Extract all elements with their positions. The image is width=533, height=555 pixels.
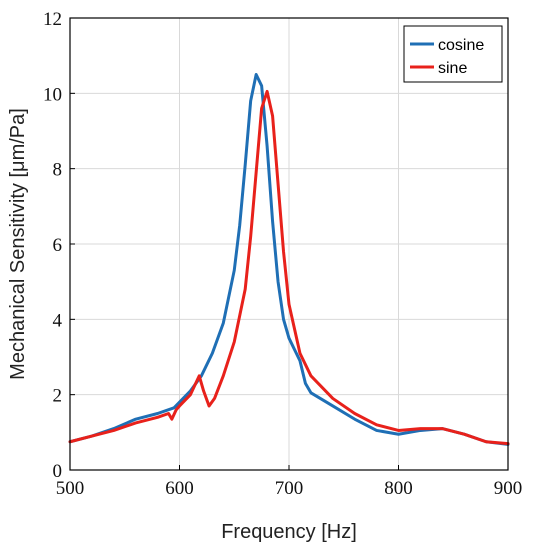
x-tick-label: 700 — [275, 478, 304, 499]
y-tick-label: 2 — [53, 386, 63, 407]
y-tick-label: 8 — [53, 160, 63, 181]
y-axis-ticks: 0 2 4 6 8 10 12 — [43, 9, 75, 482]
series-lines — [68, 73, 510, 446]
legend-box — [403, 25, 503, 83]
series-line-cosine — [68, 73, 510, 446]
x-axis-ticks: 500 600 700 800 900 — [56, 465, 523, 499]
legend-label-cosine: cosine — [438, 37, 484, 54]
y-tick-label: 4 — [53, 310, 63, 331]
x-axis-label: Frequency [Hz] — [221, 521, 357, 543]
y-tick-label: 12 — [43, 9, 62, 30]
x-tick-label: 900 — [494, 478, 523, 499]
grid-lines — [69, 17, 509, 471]
legend: cosine sine — [403, 25, 503, 83]
y-tick-label: 6 — [53, 235, 63, 256]
x-tick-label: 800 — [384, 478, 413, 499]
legend-label-sine: sine — [438, 60, 467, 77]
x-tick-label: 500 — [56, 478, 85, 499]
y-axis-label: Mechanical Sensitivity [μm/Pa] — [7, 108, 29, 380]
series-line-sine — [68, 89, 510, 446]
y-tick-label: 10 — [43, 84, 62, 105]
x-tick-label: 600 — [165, 478, 194, 499]
y-tick-label: 0 — [53, 461, 63, 482]
